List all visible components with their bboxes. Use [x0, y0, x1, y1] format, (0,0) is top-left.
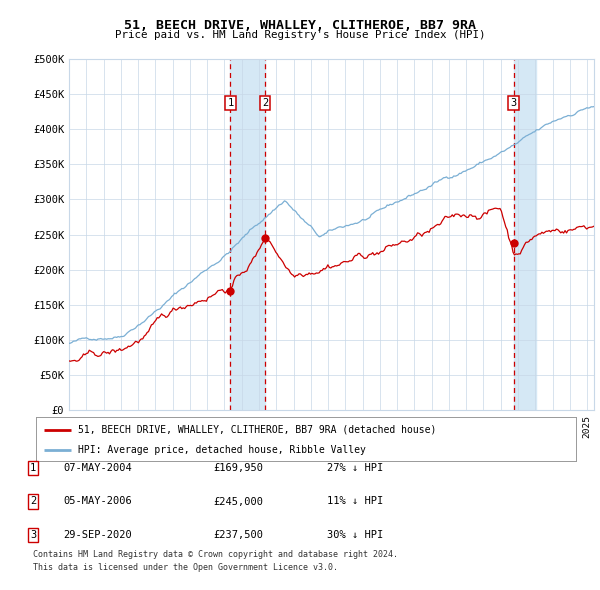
Text: Price paid vs. HM Land Registry's House Price Index (HPI): Price paid vs. HM Land Registry's House …: [115, 30, 485, 40]
Text: 3: 3: [511, 98, 517, 108]
Text: 2: 2: [30, 497, 36, 506]
Text: 29-SEP-2020: 29-SEP-2020: [63, 530, 132, 540]
Text: 51, BEECH DRIVE, WHALLEY, CLITHEROE, BB7 9RA (detached house): 51, BEECH DRIVE, WHALLEY, CLITHEROE, BB7…: [78, 425, 436, 434]
Text: 30% ↓ HPI: 30% ↓ HPI: [327, 530, 383, 540]
Bar: [230, 59, 265, 410]
Text: £169,950: £169,950: [213, 463, 263, 473]
Text: HPI: Average price, detached house, Ribble Valley: HPI: Average price, detached house, Ribb…: [78, 445, 366, 455]
Text: 11% ↓ HPI: 11% ↓ HPI: [327, 497, 383, 506]
Text: £245,000: £245,000: [213, 497, 263, 506]
Text: 27% ↓ HPI: 27% ↓ HPI: [327, 463, 383, 473]
Text: 2: 2: [262, 98, 268, 108]
Text: 1: 1: [227, 98, 233, 108]
Text: 3: 3: [30, 530, 36, 540]
Text: Contains HM Land Registry data © Crown copyright and database right 2024.: Contains HM Land Registry data © Crown c…: [33, 550, 398, 559]
Text: 1: 1: [30, 463, 36, 473]
Bar: [514, 59, 536, 410]
Text: This data is licensed under the Open Government Licence v3.0.: This data is licensed under the Open Gov…: [33, 563, 338, 572]
Text: £237,500: £237,500: [213, 530, 263, 540]
Text: 51, BEECH DRIVE, WHALLEY, CLITHEROE, BB7 9RA: 51, BEECH DRIVE, WHALLEY, CLITHEROE, BB7…: [124, 19, 476, 32]
Text: 07-MAY-2004: 07-MAY-2004: [63, 463, 132, 473]
Text: 05-MAY-2006: 05-MAY-2006: [63, 497, 132, 506]
